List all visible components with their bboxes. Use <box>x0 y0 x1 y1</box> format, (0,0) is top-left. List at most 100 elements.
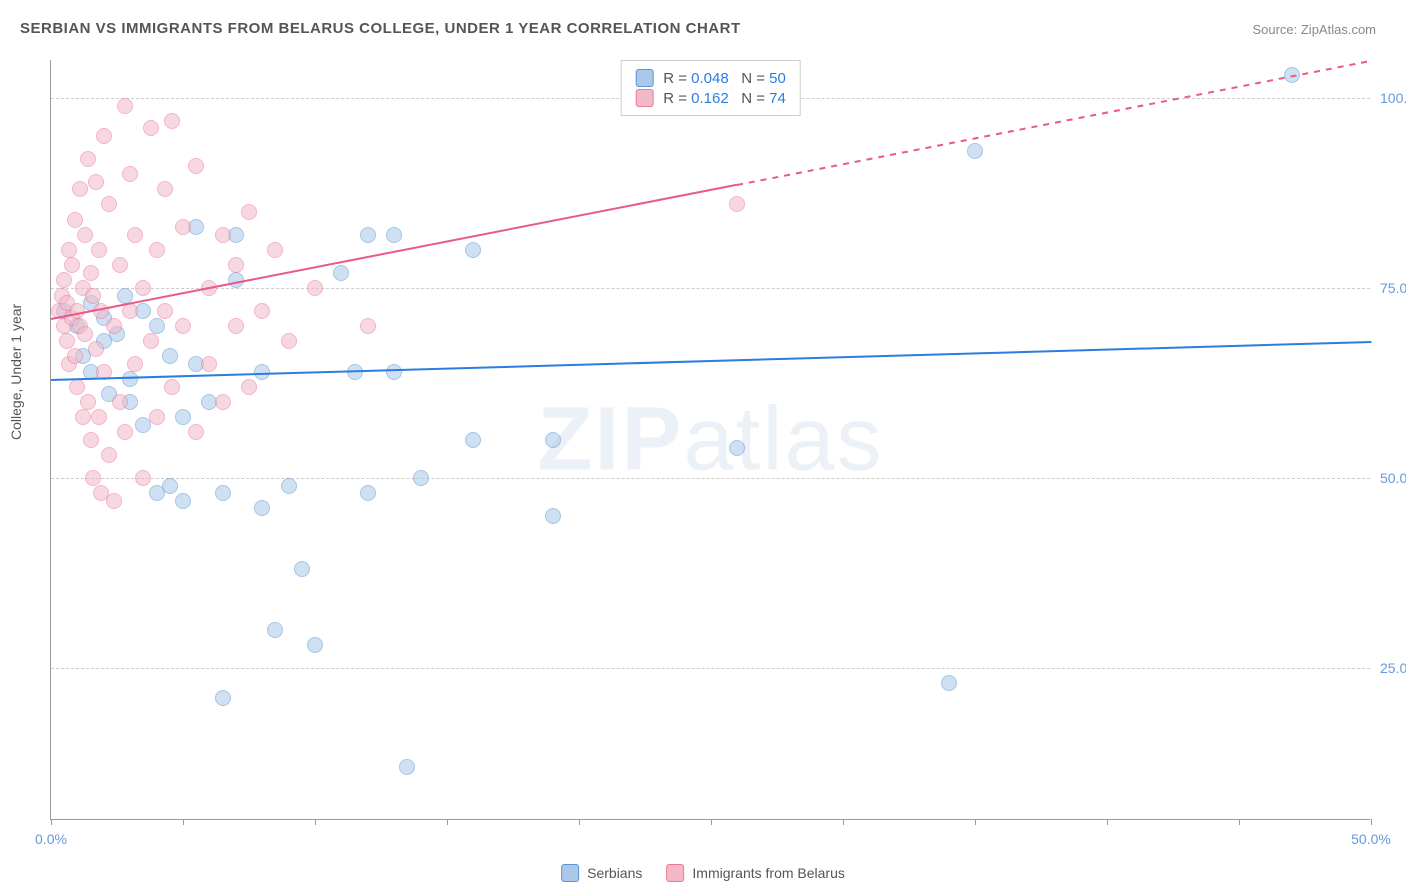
data-point <box>83 265 99 281</box>
data-point <box>127 356 143 372</box>
data-point <box>88 341 104 357</box>
data-point <box>267 622 283 638</box>
data-point <box>215 485 231 501</box>
plot-area: ZIPatlas R = 0.048 N = 50 R = 0.162 N = 7… <box>50 60 1370 820</box>
data-point <box>175 493 191 509</box>
data-point <box>254 500 270 516</box>
data-point <box>254 364 270 380</box>
data-point <box>91 242 107 258</box>
data-point <box>85 288 101 304</box>
data-point <box>149 318 165 334</box>
data-point <box>413 470 429 486</box>
data-point <box>112 394 128 410</box>
data-point <box>88 174 104 190</box>
y-axis-label: College, Under 1 year <box>8 304 24 440</box>
data-point <box>281 333 297 349</box>
gridline-h <box>51 478 1370 479</box>
legend-series: Serbians Immigrants from Belarus <box>561 864 845 882</box>
data-point <box>175 318 191 334</box>
data-point <box>101 447 117 463</box>
data-point <box>360 485 376 501</box>
legend-item: Immigrants from Belarus <box>666 864 844 882</box>
x-tick <box>183 819 184 825</box>
gridline-h <box>51 668 1370 669</box>
data-point <box>127 227 143 243</box>
legend-stat: R = 0.048 N = 50 <box>663 70 786 87</box>
data-point <box>228 318 244 334</box>
data-point <box>61 242 77 258</box>
legend-row: R = 0.048 N = 50 <box>635 69 786 87</box>
watermark: ZIPatlas <box>537 388 883 491</box>
x-tick <box>711 819 712 825</box>
data-point <box>91 409 107 425</box>
legend-swatch <box>666 864 684 882</box>
data-point <box>77 227 93 243</box>
x-tick <box>447 819 448 825</box>
x-tick-label: 50.0% <box>1351 831 1391 847</box>
source-label: Source: ZipAtlas.com <box>1252 22 1376 37</box>
data-point <box>241 204 257 220</box>
data-point <box>164 379 180 395</box>
data-point <box>67 212 83 228</box>
data-point <box>201 356 217 372</box>
data-point <box>117 98 133 114</box>
data-point <box>117 288 133 304</box>
data-point <box>80 394 96 410</box>
y-tick-label: 100.0% <box>1380 90 1406 106</box>
data-point <box>465 242 481 258</box>
data-point <box>106 493 122 509</box>
data-point <box>64 257 80 273</box>
legend-stat: R = 0.162 N = 74 <box>663 90 786 107</box>
data-point <box>149 242 165 258</box>
x-tick <box>975 819 976 825</box>
data-point <box>545 432 561 448</box>
y-tick-label: 75.0% <box>1380 280 1406 296</box>
x-tick <box>1107 819 1108 825</box>
data-point <box>67 348 83 364</box>
data-point <box>59 333 75 349</box>
data-point <box>228 257 244 273</box>
data-point <box>294 561 310 577</box>
x-tick-label: 0.0% <box>35 831 67 847</box>
data-point <box>175 219 191 235</box>
data-point <box>729 196 745 212</box>
y-tick-label: 50.0% <box>1380 470 1406 486</box>
legend-row: R = 0.162 N = 74 <box>635 89 786 107</box>
data-point <box>122 166 138 182</box>
data-point <box>75 409 91 425</box>
y-tick-label: 25.0% <box>1380 660 1406 676</box>
data-point <box>72 181 88 197</box>
x-tick <box>315 819 316 825</box>
legend-label: Immigrants from Belarus <box>692 865 844 881</box>
data-point <box>465 432 481 448</box>
data-point <box>360 227 376 243</box>
data-point <box>143 120 159 136</box>
data-point <box>967 143 983 159</box>
data-point <box>175 409 191 425</box>
data-point <box>386 227 402 243</box>
data-point <box>101 196 117 212</box>
data-point <box>307 280 323 296</box>
data-point <box>143 333 159 349</box>
data-point <box>281 478 297 494</box>
data-point <box>56 272 72 288</box>
data-point <box>85 470 101 486</box>
data-point <box>117 424 133 440</box>
data-point <box>729 440 745 456</box>
data-point <box>69 379 85 395</box>
data-point <box>122 371 138 387</box>
legend-swatch <box>635 89 653 107</box>
data-point <box>215 227 231 243</box>
data-point <box>307 637 323 653</box>
x-tick <box>843 819 844 825</box>
data-point <box>941 675 957 691</box>
data-point <box>135 280 151 296</box>
legend-item: Serbians <box>561 864 642 882</box>
x-tick <box>1239 819 1240 825</box>
data-point <box>77 326 93 342</box>
data-point <box>106 318 122 334</box>
data-point <box>360 318 376 334</box>
data-point <box>157 181 173 197</box>
data-point <box>215 690 231 706</box>
data-point <box>83 432 99 448</box>
